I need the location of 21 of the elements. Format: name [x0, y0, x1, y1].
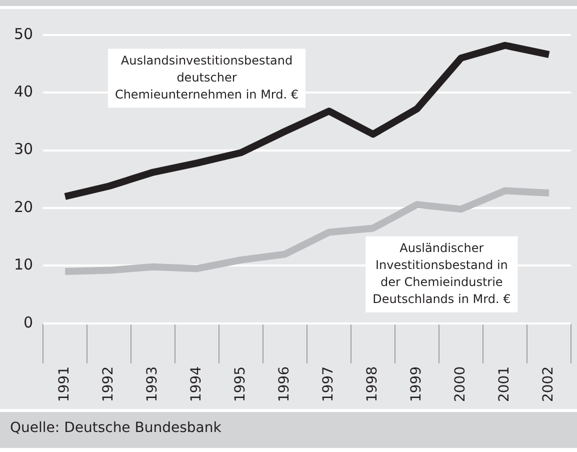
y-tick-label: 50 [14, 24, 34, 43]
y-tick-label: 0 [24, 313, 34, 332]
series-label: Ausländischer Investitionsbestand in der Chemieindustrie Deutschlands in Mrd. € [372, 240, 511, 306]
x-tick-label: 1998 [364, 366, 381, 402]
x-tick-label: 1994 [188, 366, 205, 402]
x-tick-label: 1997 [320, 366, 337, 402]
x-tick-label: 1991 [56, 366, 73, 402]
x-tick-label: 1999 [408, 366, 425, 402]
x-tick-label: 2002 [540, 366, 557, 402]
x-tick-label: 2001 [496, 366, 513, 402]
y-tick-label: 30 [14, 140, 34, 158]
y-tick-label: 20 [14, 198, 34, 216]
y-tick-label: 40 [14, 82, 34, 101]
y-tick-label: 10 [14, 256, 34, 274]
series-label: Auslandsinvestitionsbestand deutscher Chemieunternehmen in Mrd. € [114, 53, 299, 102]
x-tick-label: 1993 [144, 366, 161, 402]
x-tick-label: 1995 [232, 366, 249, 402]
source-note: Quelle: Deutsche Bundesbank [0, 409, 577, 448]
x-tick-label: 1996 [276, 366, 293, 402]
x-tick-label: 2000 [452, 366, 469, 402]
x-tick-label: 1992 [100, 366, 117, 402]
